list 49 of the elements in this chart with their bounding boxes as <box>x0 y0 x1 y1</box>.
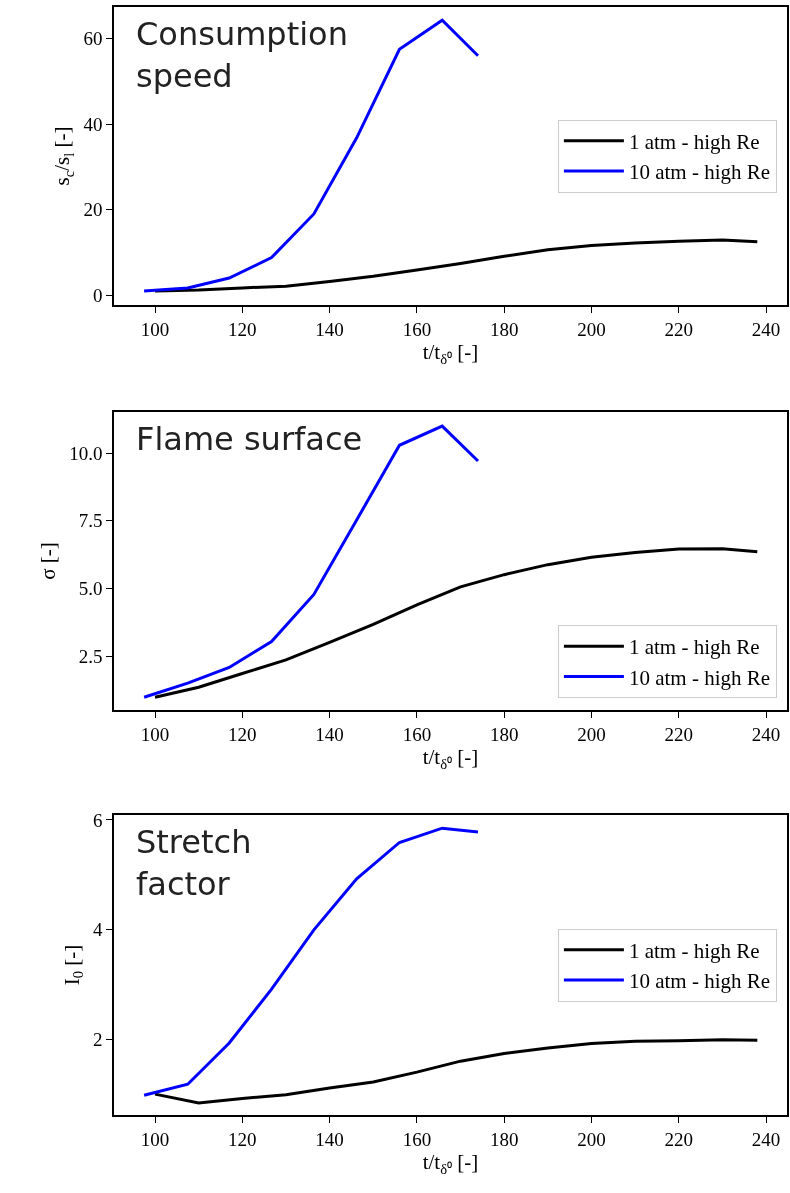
x-tick-label: 180 <box>489 318 519 340</box>
x-axis-title: t/t$_{δ⁰}$ [-] <box>422 1150 479 1177</box>
legend-label: 10 atm - high Re <box>628 160 771 185</box>
line-series <box>153 1038 759 1105</box>
y-tick-label: 20 <box>83 199 103 221</box>
y-tick-label: 6 <box>92 809 103 831</box>
y-tick-label: 10.0 <box>69 442 103 464</box>
y-tick-label: 4 <box>92 919 103 941</box>
y-tick-label: 2.5 <box>78 645 103 667</box>
x-tick-label: 220 <box>664 723 694 745</box>
chart-title: Flame surface <box>136 420 363 458</box>
legend-label: 1 atm - high Re <box>628 938 760 963</box>
legend-label: 10 atm - high Re <box>628 969 771 994</box>
x-tick-label: 200 <box>577 723 606 745</box>
x-tick-label: 100 <box>140 318 170 340</box>
x-tick-label: 200 <box>577 1128 606 1150</box>
x-tick-label: 140 <box>315 1128 344 1150</box>
y-tick-label: 7.5 <box>78 510 103 532</box>
x-tick-label: 120 <box>228 318 257 340</box>
x-tick-label: 200 <box>577 318 606 340</box>
x-tick-label: 120 <box>228 723 257 745</box>
y-tick-label: 60 <box>83 28 103 50</box>
x-tick-label: 240 <box>751 1128 781 1150</box>
y-axis-title: σ [-] <box>35 542 60 580</box>
text: Stretch factor <box>136 823 252 903</box>
y-tick-label: 5.0 <box>78 578 103 600</box>
x-tick-label: 120 <box>228 1128 257 1150</box>
x-tick-label: 220 <box>664 1128 694 1150</box>
x-tick-label: 220 <box>664 318 694 340</box>
x-tick-label: 240 <box>751 318 781 340</box>
x-tick-label: 180 <box>489 1128 519 1150</box>
x-tick-label: 180 <box>489 723 519 745</box>
y-tick-label: 40 <box>83 113 103 135</box>
x-tick-label: 240 <box>751 723 781 745</box>
x-axis-title: t/t$_{δ⁰}$ [-] <box>422 340 479 367</box>
text: Consumption speed <box>136 15 348 95</box>
legend-label: 1 atm - high Re <box>628 129 760 154</box>
x-tick-label: 140 <box>315 318 344 340</box>
x-axis-title: t/t$_{δ⁰}$ [-] <box>422 745 479 772</box>
x-tick-label: 100 <box>140 723 170 745</box>
y-tick-label: 2 <box>92 1029 103 1051</box>
legend-label: 1 atm - high Re <box>628 635 760 660</box>
x-tick-label: 160 <box>402 1128 432 1150</box>
x-tick-label: 160 <box>402 723 432 745</box>
x-tick-label: 160 <box>402 318 432 340</box>
x-tick-label: 100 <box>140 1128 170 1150</box>
y-tick-label: 0 <box>92 284 103 306</box>
legend-label: 10 atm - high Re <box>628 665 771 690</box>
x-tick-label: 140 <box>315 723 344 745</box>
